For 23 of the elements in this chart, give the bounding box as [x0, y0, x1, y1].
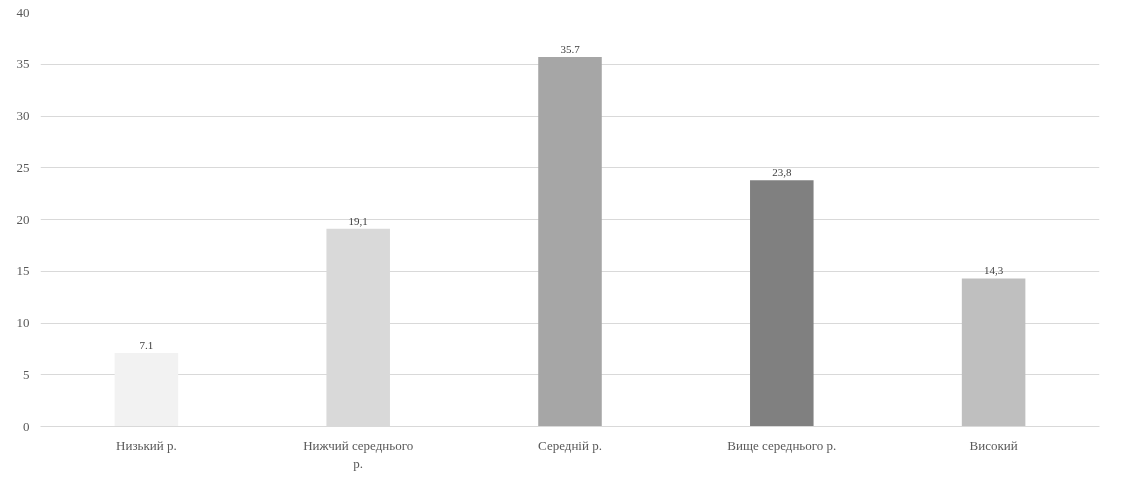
x-tick-label: Нижчий середнього р. — [303, 437, 414, 471]
x-tick-label: Низький р. — [116, 437, 177, 453]
x-tick-label: Вище середнього р. — [727, 437, 837, 453]
data-label: 7.1 — [139, 339, 154, 352]
x-tick-label: Середній р. — [538, 437, 602, 453]
data-label: 14,3 — [983, 264, 1004, 277]
y-tick-label: 10 — [16, 315, 30, 330]
bar — [750, 180, 814, 427]
y-tick-label: 30 — [16, 108, 30, 123]
data-label: 23,8 — [772, 166, 792, 179]
y-tick-label: 25 — [16, 159, 30, 175]
data-label: 35.7 — [560, 43, 581, 56]
x-tick-label: Високий — [969, 437, 1018, 453]
bar — [961, 278, 1026, 427]
y-tick-label: 40 — [16, 4, 30, 20]
y-tick-label: 15 — [16, 263, 30, 279]
y-tick-label: 0 — [23, 418, 30, 434]
y-tick-label: 35 — [16, 56, 30, 72]
bar — [114, 353, 179, 427]
bar — [538, 57, 602, 427]
y-tick-label: 20 — [16, 211, 30, 227]
data-label: 19,1 — [348, 214, 368, 227]
y-tick-label: 5 — [23, 366, 30, 382]
